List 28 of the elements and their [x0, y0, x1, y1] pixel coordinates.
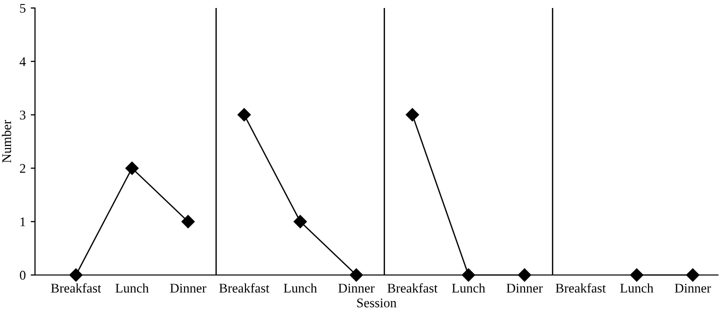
- y-tick-label: 0: [20, 270, 26, 280]
- x-tick-label: Dinner: [170, 284, 206, 293]
- point: [182, 215, 195, 228]
- x-tick-label: Lunch: [620, 283, 654, 293]
- point: [686, 268, 700, 282]
- x-tick-label: Breakfast: [556, 283, 606, 293]
- x-tick-label: Lunch: [116, 283, 149, 293]
- x-tick-label: Breakfast: [51, 283, 102, 293]
- point: [406, 108, 419, 122]
- x-tick-label: Lunch: [284, 283, 317, 293]
- point: [125, 162, 139, 175]
- y-tick-label: 1: [20, 217, 26, 226]
- y-axis-title: Number: [2, 120, 12, 163]
- x-tick-label: Lunch: [452, 283, 486, 293]
- point: [350, 268, 363, 282]
- x-tick-label: Dinner: [506, 284, 543, 293]
- point: [238, 108, 251, 122]
- y-tick-label: 2: [20, 164, 26, 173]
- point: [294, 215, 307, 228]
- y-tick-label: 3: [20, 110, 26, 120]
- x-axis-title: Session: [357, 298, 396, 308]
- y-tick-label: 5: [20, 4, 26, 13]
- x-tick-label: Dinner: [674, 284, 711, 293]
- point: [630, 268, 644, 282]
- y-tick-label: 4: [20, 57, 26, 66]
- x-tick-label: Breakfast: [219, 283, 270, 293]
- x-tick-label: Breakfast: [387, 283, 438, 293]
- x-tick-label: Dinner: [338, 284, 375, 293]
